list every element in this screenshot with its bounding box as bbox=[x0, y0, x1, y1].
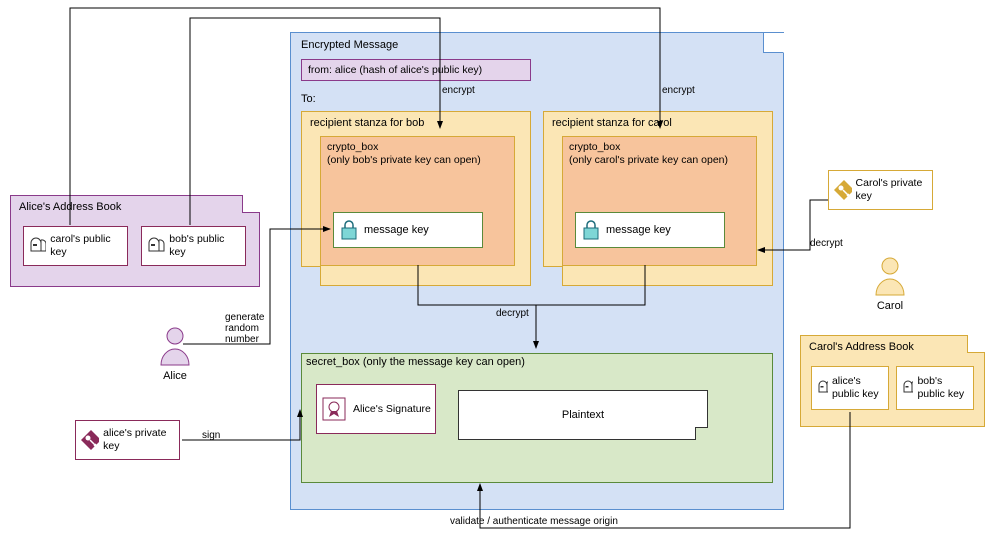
bob-public-key-box-carol: bob's public key bbox=[896, 366, 974, 410]
mailbox-icon bbox=[901, 379, 913, 397]
secret-box-title: secret_box (only the message key can ope… bbox=[306, 356, 525, 368]
bob-public-key-carol-label: bob's public key bbox=[917, 375, 969, 400]
stanza-carol-title: recipient stanza for carol bbox=[552, 117, 672, 129]
key-icon bbox=[80, 429, 99, 451]
carol-private-key-box: Carol's private key bbox=[828, 170, 933, 210]
key-icon bbox=[833, 179, 852, 201]
panel-fold bbox=[967, 335, 985, 353]
mailbox-icon bbox=[146, 236, 165, 256]
edge-label-encrypt2: encrypt bbox=[662, 85, 695, 96]
badge-icon bbox=[321, 396, 347, 422]
plaintext-label: Plaintext bbox=[562, 409, 604, 421]
alice-public-key-carol-label: alice's public key bbox=[832, 375, 884, 400]
alice-private-key-label: alice's private key bbox=[103, 427, 175, 452]
carol-public-key-box: carol's public key bbox=[23, 226, 128, 266]
secret-box: secret_box (only the message key can ope… bbox=[301, 353, 773, 483]
alice-person: Alice bbox=[145, 325, 205, 382]
recipient-stanza-bob: recipient stanza for bob crypto_box (onl… bbox=[301, 111, 531, 286]
alice-public-key-box-carol: alice's public key bbox=[811, 366, 889, 410]
recipient-fold bbox=[543, 266, 563, 286]
from-box: from: alice (hash of alice's public key) bbox=[301, 59, 531, 81]
crypto-box-bob-text: crypto_box (only bob's private key can o… bbox=[327, 141, 508, 167]
message-key-bob: message key bbox=[333, 212, 483, 248]
person-icon bbox=[872, 255, 908, 297]
recipient-stanza-carol: recipient stanza for carol crypto_box (o… bbox=[543, 111, 773, 286]
encrypted-message-title: Encrypted Message bbox=[301, 39, 398, 51]
recipient-fold bbox=[301, 266, 321, 286]
alice-label: Alice bbox=[145, 370, 205, 382]
crypto-box-carol-text: crypto_box (only carol's private key can… bbox=[569, 141, 750, 167]
mailbox-icon bbox=[28, 236, 46, 256]
edge-label-sign: sign bbox=[202, 430, 220, 441]
mailbox-icon bbox=[816, 379, 828, 397]
lock-icon bbox=[338, 218, 360, 242]
plaintext-box: Plaintext bbox=[458, 390, 708, 440]
encrypted-message-panel: Encrypted Message from: alice (hash of a… bbox=[290, 32, 784, 510]
carol-address-book: Carol's Address Book alice's public key … bbox=[800, 335, 985, 427]
panel-fold bbox=[763, 33, 783, 53]
carol-private-key-label: Carol's private key bbox=[856, 177, 928, 202]
edge-label-generate: generate random number bbox=[225, 312, 264, 345]
carol-label: Carol bbox=[860, 300, 920, 312]
crypto-box-carol: crypto_box (only carol's private key can… bbox=[562, 136, 757, 266]
alice-ab-title: Alice's Address Book bbox=[19, 201, 121, 213]
message-key-carol: message key bbox=[575, 212, 725, 248]
lock-icon bbox=[580, 218, 602, 242]
alice-signature-label: Alice's Signature bbox=[353, 403, 431, 416]
message-key-carol-label: message key bbox=[606, 224, 671, 236]
edge-label-encrypt1: encrypt bbox=[442, 85, 475, 96]
alice-private-key-box: alice's private key bbox=[75, 420, 180, 460]
to-label: To: bbox=[301, 93, 316, 105]
crypto-box-bob: crypto_box (only bob's private key can o… bbox=[320, 136, 515, 266]
person-icon bbox=[157, 325, 193, 367]
carol-person: Carol bbox=[860, 255, 920, 312]
bob-public-key-label: bob's public key bbox=[169, 233, 241, 258]
panel-fold bbox=[242, 195, 260, 213]
carol-public-key-label: carol's public key bbox=[50, 233, 123, 258]
alice-address-book: Alice's Address Book carol's public key … bbox=[10, 195, 260, 287]
bob-public-key-box: bob's public key bbox=[141, 226, 246, 266]
carol-ab-title: Carol's Address Book bbox=[809, 341, 914, 353]
edge-label-decrypt-right: decrypt bbox=[810, 238, 843, 249]
edge-label-decrypt-mid: decrypt bbox=[496, 308, 529, 319]
edge-label-validate: validate / authenticate message origin bbox=[450, 516, 618, 527]
message-key-bob-label: message key bbox=[364, 224, 429, 236]
stanza-bob-title: recipient stanza for bob bbox=[310, 117, 424, 129]
alice-signature-box: Alice's Signature bbox=[316, 384, 436, 434]
